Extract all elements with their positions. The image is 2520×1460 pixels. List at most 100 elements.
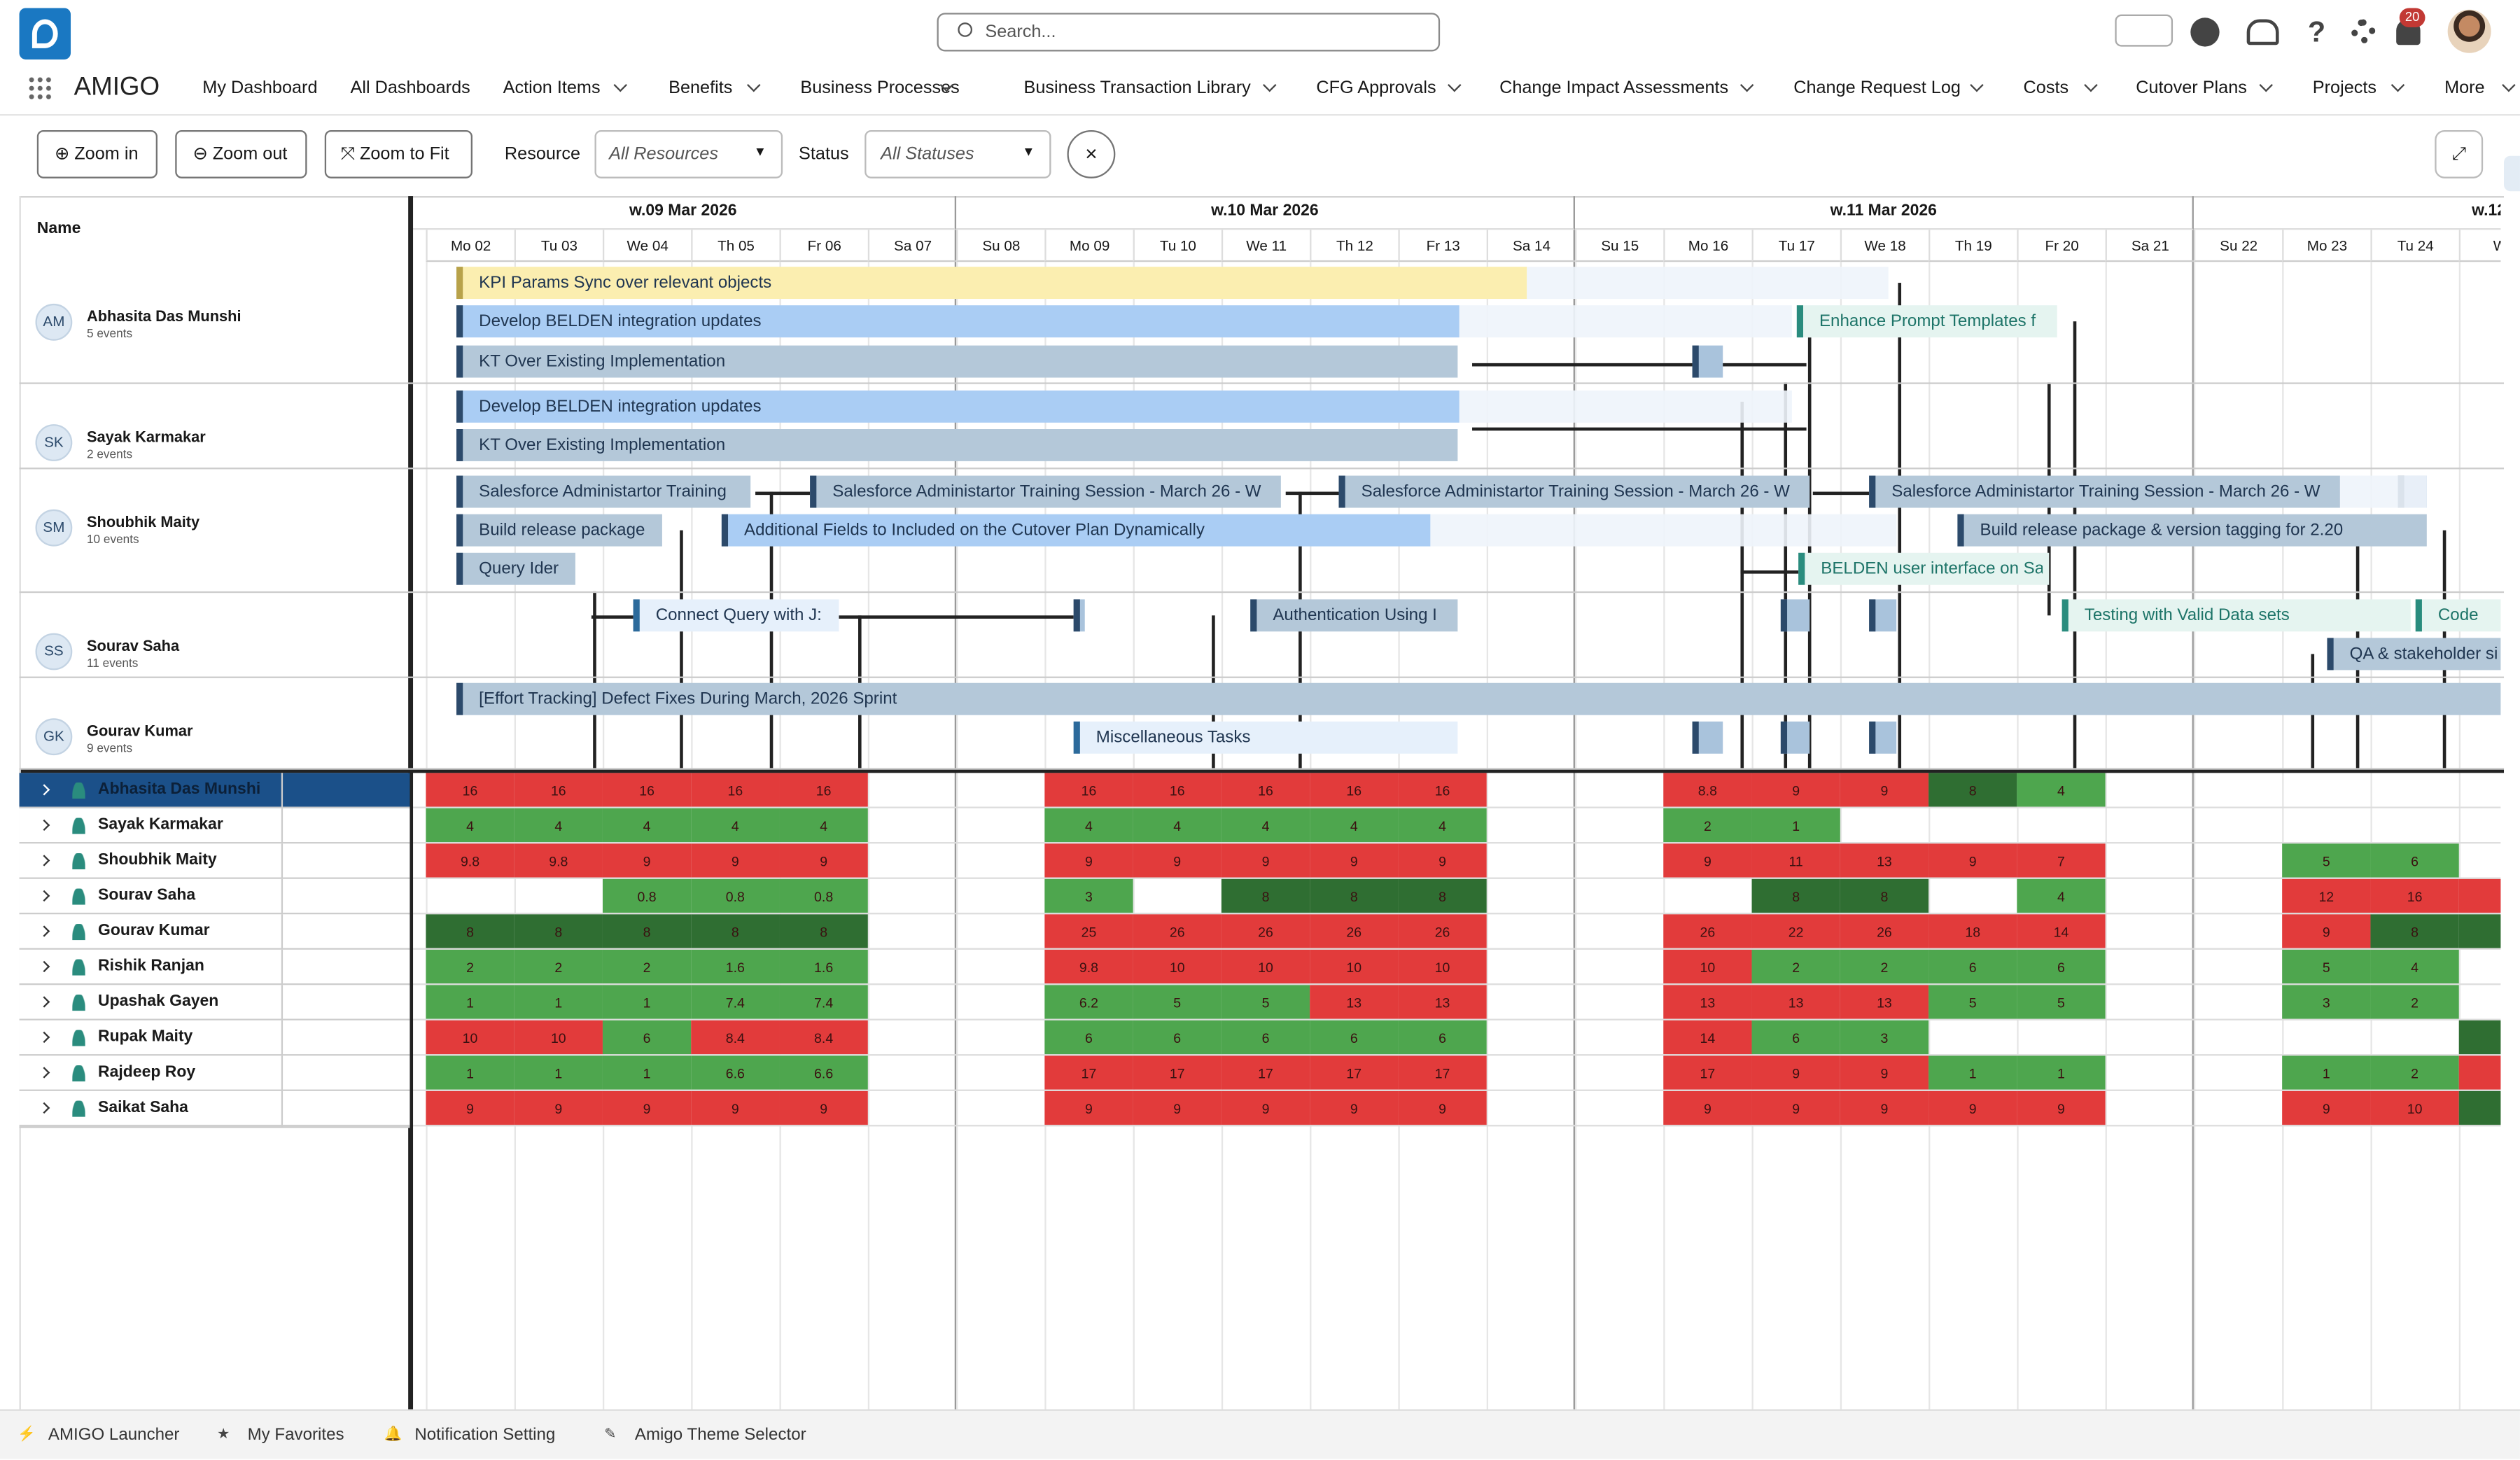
event-bar[interactable] <box>721 514 1431 547</box>
resource-name: Abhasita Das Munshi <box>86 308 241 327</box>
grid-column-line <box>1486 262 1489 1411</box>
event-bar[interactable] <box>456 682 2501 715</box>
event-bar[interactable] <box>456 345 1458 378</box>
fullscreen-button[interactable]: ⤢ <box>2435 129 2484 178</box>
event-bar[interactable] <box>1869 475 2340 508</box>
event-bar[interactable] <box>456 267 1527 300</box>
event-bar[interactable] <box>810 475 1281 508</box>
zoom-fit-button[interactable] <box>324 129 472 178</box>
utility-item[interactable]: My Favorites <box>247 1425 344 1445</box>
event-bar[interactable] <box>456 390 1460 423</box>
heat-cell <box>2370 843 2459 878</box>
event-bar-small[interactable] <box>1692 721 1723 754</box>
trailhead-button[interactable] <box>2246 19 2279 45</box>
favorites-button[interactable] <box>2115 14 2174 47</box>
heat-cell-value: 9 <box>466 1100 474 1117</box>
heat-cell-value: 4 <box>1350 817 1358 834</box>
user-avatar[interactable] <box>2447 9 2491 53</box>
zoom-in-button[interactable] <box>36 129 158 178</box>
resource-divider <box>19 468 2505 470</box>
event-bar-small[interactable] <box>1780 599 1810 632</box>
event-bar[interactable] <box>633 599 839 632</box>
nav-item[interactable]: CFG Approvals <box>1316 78 1436 99</box>
event-bar[interactable] <box>2062 599 2411 632</box>
heat-cell <box>1133 949 1222 984</box>
side-panel-toggle[interactable] <box>2504 155 2520 192</box>
person-icon <box>72 1065 85 1082</box>
heat-cell-value: 4 <box>731 817 739 834</box>
event-bar[interactable] <box>456 514 662 547</box>
heat-cell-value: 1 <box>466 1065 474 1082</box>
heat-cell <box>691 1020 780 1055</box>
event-bar[interactable] <box>1796 305 2057 338</box>
heat-cell-value: 12 <box>2318 888 2334 905</box>
event-bar-label: KT Over Existing Implementation <box>479 437 726 455</box>
heat-cell <box>1133 985 1222 1019</box>
week-divider <box>2192 230 2194 1411</box>
status-select[interactable] <box>864 129 1051 178</box>
event-bar[interactable] <box>1957 514 2427 547</box>
nav-item[interactable]: Change Request Log <box>1793 78 1961 99</box>
resource-event-count: 5 events <box>86 326 133 341</box>
event-bar-label: Build release package <box>479 522 645 540</box>
nav-item[interactable]: My Dashboard <box>202 78 318 99</box>
nav-item[interactable]: Costs <box>2023 78 2069 99</box>
utility-item[interactable]: AMIGO Launcher <box>48 1425 180 1445</box>
heat-cell-value: 8 <box>1880 888 1889 905</box>
dependency-line <box>1784 382 1788 768</box>
nav-item[interactable]: Benefits <box>668 78 733 99</box>
heat-cell <box>1840 773 1929 807</box>
event-bar-small[interactable] <box>1780 721 1810 754</box>
app-launcher[interactable] <box>27 75 53 101</box>
nav-item[interactable]: Change Impact Assessments <box>1499 78 1729 99</box>
heat-cell-value: 1 <box>2057 1065 2065 1082</box>
heat-cell-value: 5 <box>1261 995 1270 1011</box>
heat-cell <box>2282 1090 2371 1125</box>
nav-item[interactable]: Business Processes <box>800 78 960 99</box>
nav-item[interactable]: Projects <box>2312 78 2377 99</box>
heatmap-row-name: Sayak Karmakar <box>98 816 223 834</box>
event-bar[interactable] <box>456 429 1458 461</box>
event-bar[interactable] <box>1250 599 1458 632</box>
event-bar[interactable] <box>456 305 1460 338</box>
nav-item[interactable]: Action Items <box>503 78 601 99</box>
clear-filters-button[interactable]: × <box>1067 129 1116 178</box>
event-bar-small[interactable] <box>1073 599 1085 632</box>
nav-item[interactable]: More <box>2444 78 2485 99</box>
search-box[interactable] <box>937 13 1441 52</box>
heat-cell-value: 13 <box>1877 853 1892 870</box>
day-header: Mo 16 <box>1663 230 1752 262</box>
heat-cell-value: 9.8 <box>549 853 568 870</box>
event-bar[interactable] <box>1798 552 2050 585</box>
zoom-out-button[interactable] <box>175 129 307 178</box>
day-header: Tu 24 <box>2370 230 2459 262</box>
grid-column-line <box>867 262 870 1411</box>
nav-item[interactable]: All Dashboards <box>350 78 470 99</box>
event-bar[interactable] <box>456 552 575 585</box>
event-bar-small[interactable] <box>1692 345 1723 378</box>
dependency-line <box>1740 401 1744 768</box>
utility-item[interactable]: Notification Setting <box>414 1425 556 1445</box>
event-bar-label: Develop BELDEN integration updates <box>479 398 762 416</box>
heat-cell <box>1398 914 1487 948</box>
event-bar[interactable] <box>1073 721 1458 754</box>
heat-cell-value: 6.2 <box>1079 995 1099 1011</box>
resource-select[interactable] <box>594 129 783 178</box>
heat-cell-value: 9 <box>2322 924 2330 941</box>
heat-cell-value: 17 <box>1700 1065 1716 1082</box>
event-bar-small[interactable] <box>1869 721 1897 754</box>
heat-cell-value: 8 <box>1261 888 1270 905</box>
settings-button[interactable] <box>2351 19 2376 43</box>
event-bar[interactable] <box>456 475 751 508</box>
nav-item[interactable]: Cutover Plans <box>2136 78 2247 99</box>
nav-item[interactable]: Business Transaction Library <box>1023 78 1251 99</box>
heat-cell <box>2017 949 2106 984</box>
help-button[interactable]: ? <box>2307 15 2326 48</box>
event-bar[interactable] <box>1338 475 1810 508</box>
event-bar[interactable] <box>2327 638 2501 671</box>
event-bar[interactable] <box>2415 599 2501 632</box>
utility-item[interactable]: Amigo Theme Selector <box>634 1425 806 1445</box>
event-bar-small[interactable] <box>1869 599 1897 632</box>
add-button[interactable] <box>2190 17 2220 47</box>
event-bar-extension <box>1430 514 1897 547</box>
